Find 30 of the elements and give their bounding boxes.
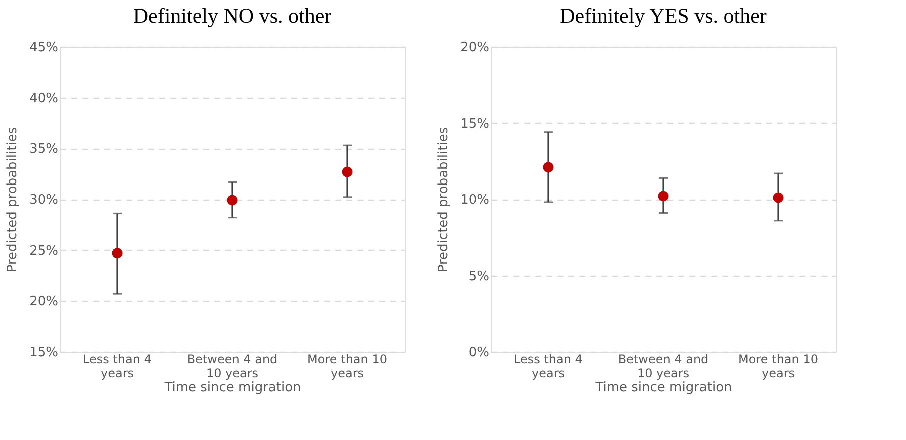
x-tick-label: Between 4 and 10 years: [618, 352, 709, 380]
point: [658, 191, 669, 202]
x-tick-label: Less than 4 years: [83, 352, 152, 380]
x-axis-title: Time since migration: [164, 380, 302, 396]
point: [543, 162, 554, 173]
y-tick-label: 35%: [30, 142, 58, 158]
x-tick-label: Less than 4 years: [514, 352, 583, 380]
y-tick-label: 20%: [460, 40, 490, 56]
y-tick-label: 20%: [30, 294, 58, 310]
x-axis-title: Time since migration: [594, 380, 732, 396]
point: [773, 192, 784, 204]
y-tick-label: 45%: [30, 40, 58, 56]
point: [342, 166, 353, 178]
y-tick-label: 30%: [30, 193, 58, 208]
point: [227, 195, 238, 206]
x-tick-label: More than 10 years: [738, 352, 818, 380]
y-tick-label: 15%: [460, 116, 490, 132]
x-tick-label: Between 4 and 10 years: [187, 352, 278, 380]
x-tick-label: More than 10 years: [308, 352, 388, 380]
y-tick-label: 10%: [460, 193, 490, 208]
chart-title: Definitely YES vs. other: [560, 4, 767, 28]
chart-title: Definitely NO vs. other: [133, 4, 332, 28]
y-tick-label: 40%: [30, 91, 58, 106]
y-axis-title: Predicted probabilities: [436, 127, 452, 273]
y-tick-label: 15%: [30, 346, 58, 360]
point: [112, 248, 123, 259]
y-tick-label: 0%: [468, 346, 490, 360]
y-tick-label: 25%: [30, 244, 58, 259]
y-axis-title: Predicted probabilities: [6, 127, 21, 273]
y-tick-label: 5%: [468, 269, 490, 284]
